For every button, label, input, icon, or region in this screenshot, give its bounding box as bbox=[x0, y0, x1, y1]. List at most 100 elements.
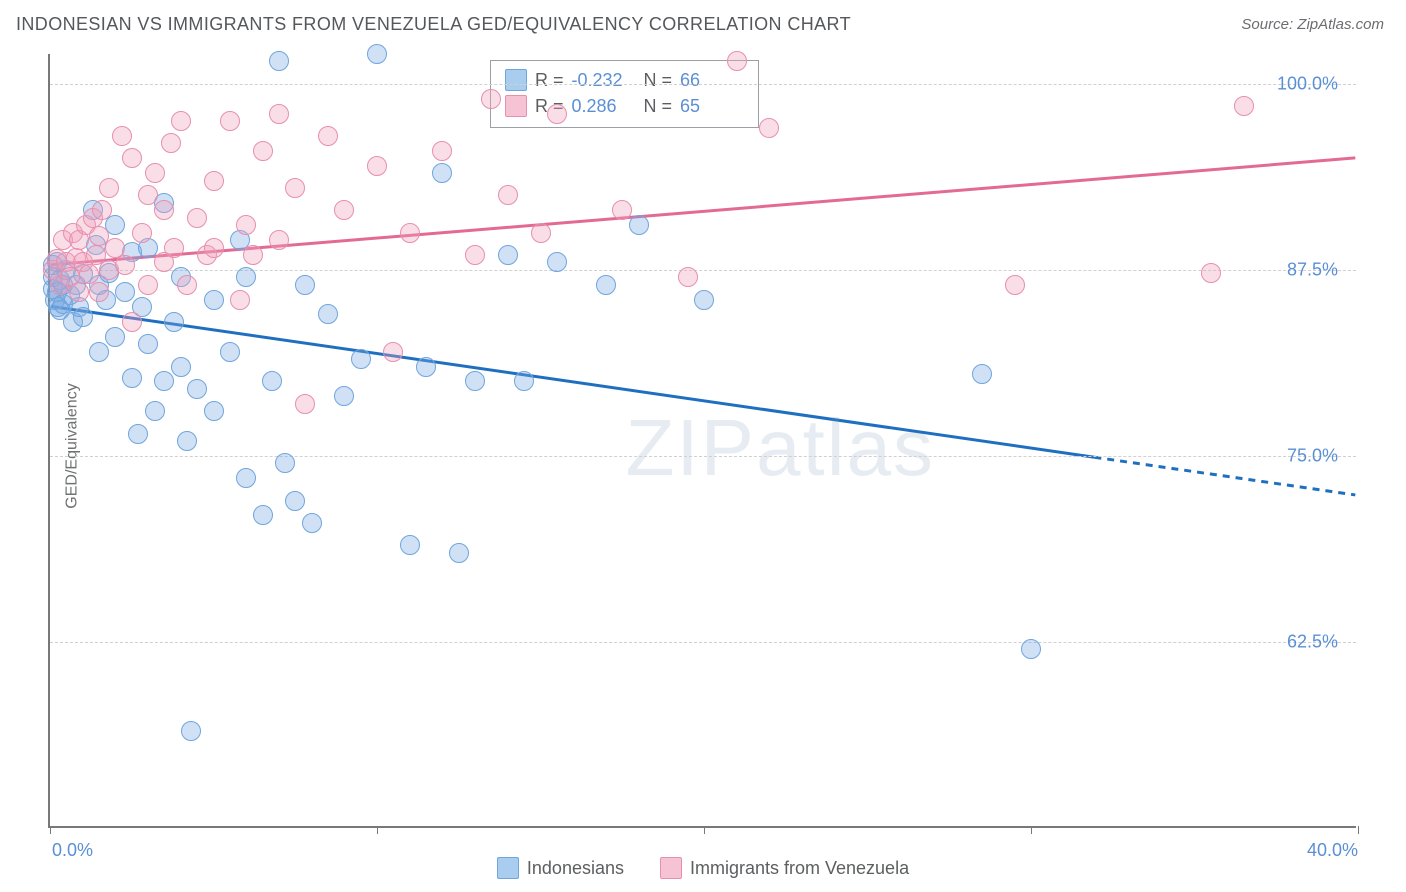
scatter-point-indonesians bbox=[694, 290, 714, 310]
scatter-point-venezuela bbox=[89, 282, 109, 302]
scatter-point-indonesians bbox=[122, 368, 142, 388]
trend-line-indonesians bbox=[51, 306, 1095, 457]
legend-bottom: Indonesians Immigrants from Venezuela bbox=[0, 857, 1406, 884]
scatter-point-venezuela bbox=[334, 200, 354, 220]
scatter-point-venezuela bbox=[69, 282, 89, 302]
scatter-point-indonesians bbox=[334, 386, 354, 406]
scatter-point-venezuela bbox=[105, 238, 125, 258]
scatter-point-indonesians bbox=[275, 453, 295, 473]
scatter-point-venezuela bbox=[145, 163, 165, 183]
scatter-point-indonesians bbox=[514, 371, 534, 391]
scatter-point-venezuela bbox=[187, 208, 207, 228]
scatter-point-venezuela bbox=[220, 111, 240, 131]
scatter-point-indonesians bbox=[128, 424, 148, 444]
scatter-point-venezuela bbox=[79, 264, 99, 284]
scatter-point-venezuela bbox=[432, 141, 452, 161]
scatter-point-indonesians bbox=[295, 275, 315, 295]
x-tick-mark bbox=[1031, 826, 1032, 834]
scatter-point-indonesians bbox=[154, 371, 174, 391]
scatter-point-indonesians bbox=[262, 371, 282, 391]
trend-lines bbox=[50, 54, 1356, 826]
scatter-point-indonesians bbox=[498, 245, 518, 265]
scatter-point-venezuela bbox=[204, 171, 224, 191]
source-prefix: Source: bbox=[1241, 16, 1297, 33]
scatter-point-venezuela bbox=[318, 126, 338, 146]
source-name: ZipAtlas.com bbox=[1297, 16, 1384, 33]
n-value-venezuela: 65 bbox=[680, 93, 744, 119]
scatter-point-venezuela bbox=[204, 238, 224, 258]
chart-title: INDONESIAN VS IMMIGRANTS FROM VENEZUELA … bbox=[16, 14, 851, 35]
scatter-point-indonesians bbox=[629, 215, 649, 235]
scatter-point-indonesians bbox=[177, 431, 197, 451]
legend-swatch-indonesians bbox=[497, 857, 519, 879]
scatter-point-venezuela bbox=[383, 342, 403, 362]
source-credit: Source: ZipAtlas.com bbox=[1241, 16, 1384, 33]
scatter-point-indonesians bbox=[547, 252, 567, 272]
plot-area: ZIPatlas R =-0.232N =66R =0.286N =65 62.… bbox=[48, 54, 1356, 828]
scatter-point-venezuela bbox=[132, 223, 152, 243]
scatter-point-venezuela bbox=[138, 185, 158, 205]
y-tick-label: 62.5% bbox=[1287, 631, 1338, 652]
scatter-point-indonesians bbox=[367, 44, 387, 64]
legend-item-indonesians: Indonesians bbox=[497, 857, 624, 879]
swatch-venezuela bbox=[505, 95, 527, 117]
scatter-point-indonesians bbox=[236, 468, 256, 488]
gridline-h bbox=[50, 642, 1356, 643]
scatter-point-venezuela bbox=[253, 141, 273, 161]
scatter-point-indonesians bbox=[236, 267, 256, 287]
correlation-stats-box: R =-0.232N =66R =0.286N =65 bbox=[490, 60, 759, 128]
scatter-point-venezuela bbox=[112, 126, 132, 146]
scatter-point-indonesians bbox=[972, 364, 992, 384]
scatter-point-indonesians bbox=[181, 721, 201, 741]
scatter-point-indonesians bbox=[204, 290, 224, 310]
scatter-point-venezuela bbox=[138, 275, 158, 295]
scatter-point-indonesians bbox=[89, 342, 109, 362]
scatter-point-venezuela bbox=[367, 156, 387, 176]
scatter-point-venezuela bbox=[122, 148, 142, 168]
scatter-point-indonesians bbox=[253, 505, 273, 525]
scatter-point-indonesians bbox=[115, 282, 135, 302]
scatter-point-indonesians bbox=[596, 275, 616, 295]
r-label: R = bbox=[535, 67, 564, 93]
legend-item-venezuela: Immigrants from Venezuela bbox=[660, 857, 909, 879]
scatter-point-venezuela bbox=[99, 178, 119, 198]
scatter-point-venezuela bbox=[498, 185, 518, 205]
scatter-point-venezuela bbox=[465, 245, 485, 265]
scatter-point-indonesians bbox=[302, 513, 322, 533]
scatter-point-indonesians bbox=[73, 307, 93, 327]
n-label: N = bbox=[644, 67, 673, 93]
scatter-point-venezuela bbox=[612, 200, 632, 220]
scatter-point-venezuela bbox=[531, 223, 551, 243]
y-tick-label: 75.0% bbox=[1287, 445, 1338, 466]
x-tick-mark bbox=[1358, 826, 1359, 834]
legend-label-venezuela: Immigrants from Venezuela bbox=[690, 858, 909, 879]
y-tick-label: 100.0% bbox=[1277, 73, 1338, 94]
scatter-point-indonesians bbox=[145, 401, 165, 421]
scatter-point-venezuela bbox=[154, 200, 174, 220]
scatter-point-venezuela bbox=[1005, 275, 1025, 295]
stats-row-venezuela: R =0.286N =65 bbox=[505, 93, 744, 119]
scatter-point-indonesians bbox=[171, 357, 191, 377]
scatter-point-indonesians bbox=[138, 334, 158, 354]
gridline-h bbox=[50, 456, 1356, 457]
gridline-h bbox=[50, 84, 1356, 85]
scatter-point-venezuela bbox=[230, 290, 250, 310]
scatter-point-indonesians bbox=[351, 349, 371, 369]
scatter-point-indonesians bbox=[204, 401, 224, 421]
scatter-point-indonesians bbox=[432, 163, 452, 183]
scatter-point-indonesians bbox=[1021, 639, 1041, 659]
watermark-text: ZIPatlas bbox=[626, 402, 935, 494]
scatter-point-indonesians bbox=[220, 342, 240, 362]
scatter-point-venezuela bbox=[269, 104, 289, 124]
y-tick-label: 87.5% bbox=[1287, 259, 1338, 280]
x-tick-mark bbox=[50, 826, 51, 834]
scatter-point-venezuela bbox=[161, 133, 181, 153]
scatter-point-venezuela bbox=[269, 230, 289, 250]
scatter-point-indonesians bbox=[187, 379, 207, 399]
scatter-point-indonesians bbox=[449, 543, 469, 563]
scatter-point-venezuela bbox=[400, 223, 420, 243]
scatter-point-venezuela bbox=[295, 394, 315, 414]
scatter-point-venezuela bbox=[164, 238, 184, 258]
scatter-point-venezuela bbox=[678, 267, 698, 287]
legend-swatch-venezuela bbox=[660, 857, 682, 879]
